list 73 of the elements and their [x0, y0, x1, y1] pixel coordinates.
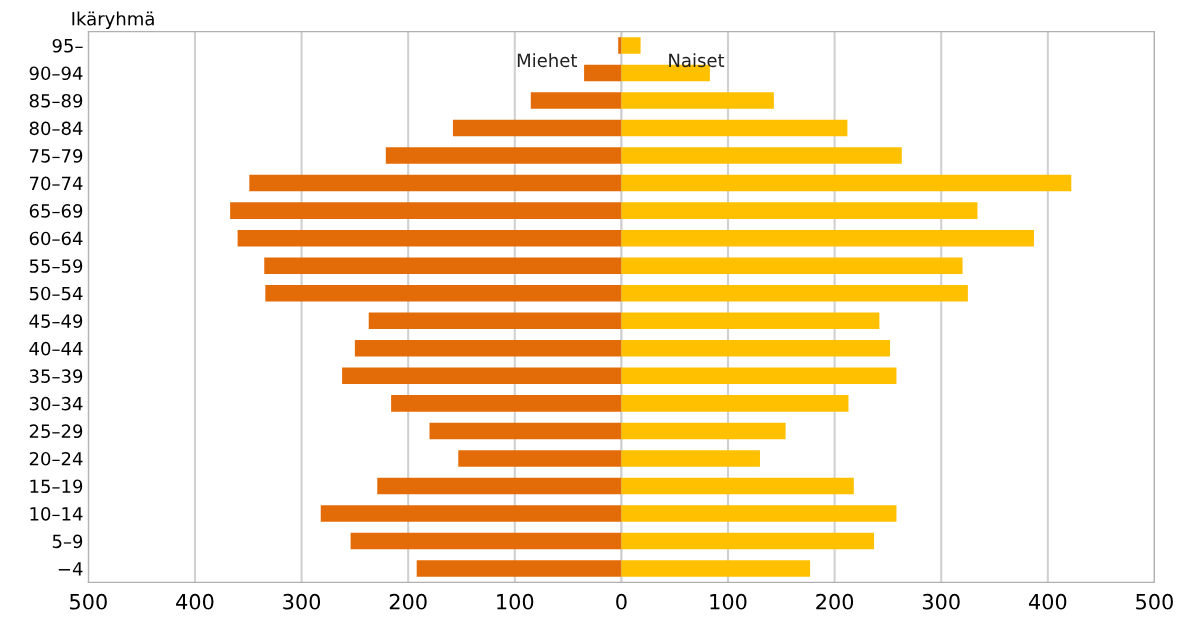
y-tick-label: 60–64: [29, 231, 83, 246]
bar: [621, 119, 848, 137]
y-tick-label: 55–59: [29, 259, 83, 273]
x-tick-label: 500: [70, 593, 107, 610]
bar: [621, 92, 774, 109]
x-tick-label: 400: [1028, 593, 1067, 610]
y-tick-label: 35–39: [29, 369, 83, 383]
bar: [452, 119, 622, 137]
y-tick-label: 45–49: [29, 314, 83, 328]
bar: [530, 92, 622, 109]
x-tick-label: 200: [389, 593, 427, 610]
y-tick-label: 40–44: [29, 341, 83, 356]
bar: [391, 395, 622, 412]
x-tick-label: 100: [710, 593, 747, 610]
y-tick-label: 20–24: [29, 451, 83, 466]
series-label: Miehet: [517, 53, 577, 68]
bar: [621, 560, 811, 577]
bar: [621, 37, 641, 54]
y-tick-label: 50–54: [29, 286, 83, 301]
y-tick-label: 10–14: [30, 506, 83, 521]
x-tick-label: 500: [1136, 593, 1173, 610]
bar: [621, 395, 849, 412]
y-tick-label: −4: [58, 562, 83, 576]
y-tick-label: 15–19: [30, 479, 83, 494]
bar: [621, 147, 902, 164]
x-tick-label: 0: [616, 593, 627, 610]
bar: [621, 532, 875, 550]
x-tick-label: 200: [816, 593, 854, 610]
bar: [458, 450, 622, 467]
bar: [249, 174, 622, 192]
bar: [621, 174, 1072, 192]
bar: [621, 202, 978, 219]
y-tick-label: 70–74: [29, 176, 83, 191]
y-tick-label: 25–29: [29, 424, 83, 439]
bar: [350, 532, 622, 550]
y-tick-label: 75–79: [29, 149, 83, 163]
bar: [621, 257, 963, 274]
bar: [377, 477, 622, 495]
bar: [368, 312, 622, 330]
y-tick-label: 90–94: [29, 66, 83, 81]
bar: [320, 505, 622, 522]
bar: [621, 340, 891, 357]
series-label: Naiset: [669, 53, 725, 68]
y-tick-label: 65–69: [29, 204, 83, 218]
bar: [342, 367, 622, 385]
bar: [237, 229, 622, 247]
x-tick-label: 300: [922, 593, 960, 610]
bar: [264, 257, 622, 274]
bar: [621, 367, 897, 385]
y-tick-label: 85–89: [29, 93, 83, 108]
bar: [354, 340, 622, 357]
bar: [621, 422, 786, 440]
bar: [621, 477, 854, 495]
bar: [385, 147, 622, 164]
bar: [621, 229, 1034, 247]
y-axis-title: Ikäryhmä: [72, 11, 154, 29]
bar: [621, 450, 760, 467]
bar: [416, 560, 622, 577]
bar: [621, 284, 968, 302]
bar: [584, 64, 622, 82]
x-tick-label: 300: [283, 593, 321, 610]
bar: [265, 284, 622, 302]
y-tick-label: 5–9: [52, 534, 83, 549]
bar: [621, 312, 880, 330]
bar: [618, 37, 622, 54]
x-tick-label: 100: [497, 593, 534, 610]
y-tick-label: 30–34: [29, 396, 83, 411]
x-tick-label: 400: [176, 593, 214, 610]
y-tick-label: 95–: [52, 38, 83, 53]
bar: [230, 202, 622, 219]
bar: [429, 422, 622, 440]
y-tick-label: 80–84: [29, 121, 83, 136]
bar: [621, 505, 897, 522]
